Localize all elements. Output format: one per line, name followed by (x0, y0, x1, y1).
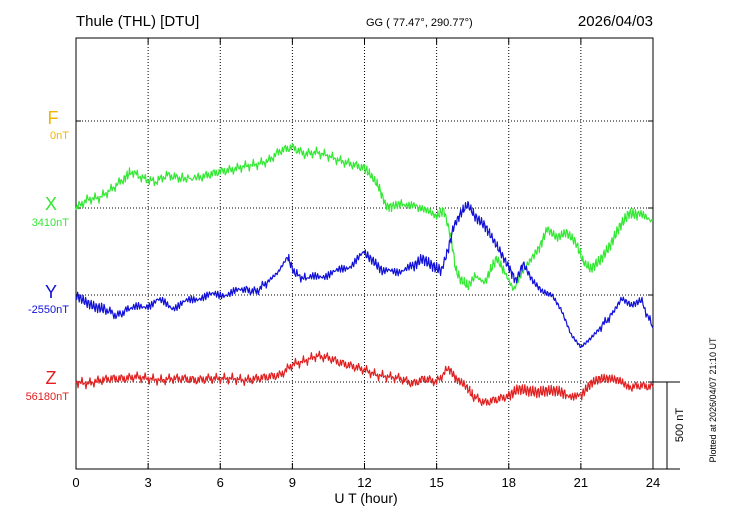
grid-lines (76, 38, 653, 469)
scale-bar-label: 500 nT (674, 408, 686, 443)
x-tick-label: 12 (357, 475, 371, 490)
series-label-Z: Z (46, 368, 57, 388)
series-label-Y: Y (45, 282, 57, 302)
x-tick-label: 21 (574, 475, 588, 490)
x-tick-label: 0 (72, 475, 79, 490)
baseline-label-Y: -2550nT (28, 304, 69, 316)
series-label-X: X (45, 194, 57, 214)
baseline-label-F: 0nT (50, 130, 69, 142)
x-axis-ticks: 0 3 6 9 12 15 18 21 24 (72, 38, 660, 490)
plotted-at-label: Plotted at 2026/04/07 21:10 UT (708, 337, 718, 463)
x-tick-label: 15 (429, 475, 443, 490)
coords-label: GG ( 77.47°, 290.77°) (366, 17, 473, 29)
baseline-label-Z: 56180nT (26, 391, 70, 403)
series-layer (75, 143, 654, 407)
series-line-Z (75, 350, 654, 407)
x-tick-label: 18 (502, 475, 516, 490)
x-tick-label: 9 (289, 475, 296, 490)
station-title: Thule (THL) [DTU] (76, 13, 199, 30)
baseline-label-X: 3410nT (32, 217, 70, 229)
x-axis-label: U T (hour) (334, 490, 397, 506)
series-label-F: F (48, 108, 59, 128)
series-line-X (75, 143, 654, 292)
x-tick-label: 3 (145, 475, 152, 490)
series-line-Y (75, 201, 654, 349)
date-label: 2026/04/03 (578, 13, 653, 30)
x-tick-label: 24 (646, 475, 660, 490)
x-tick-label: 6 (217, 475, 224, 490)
